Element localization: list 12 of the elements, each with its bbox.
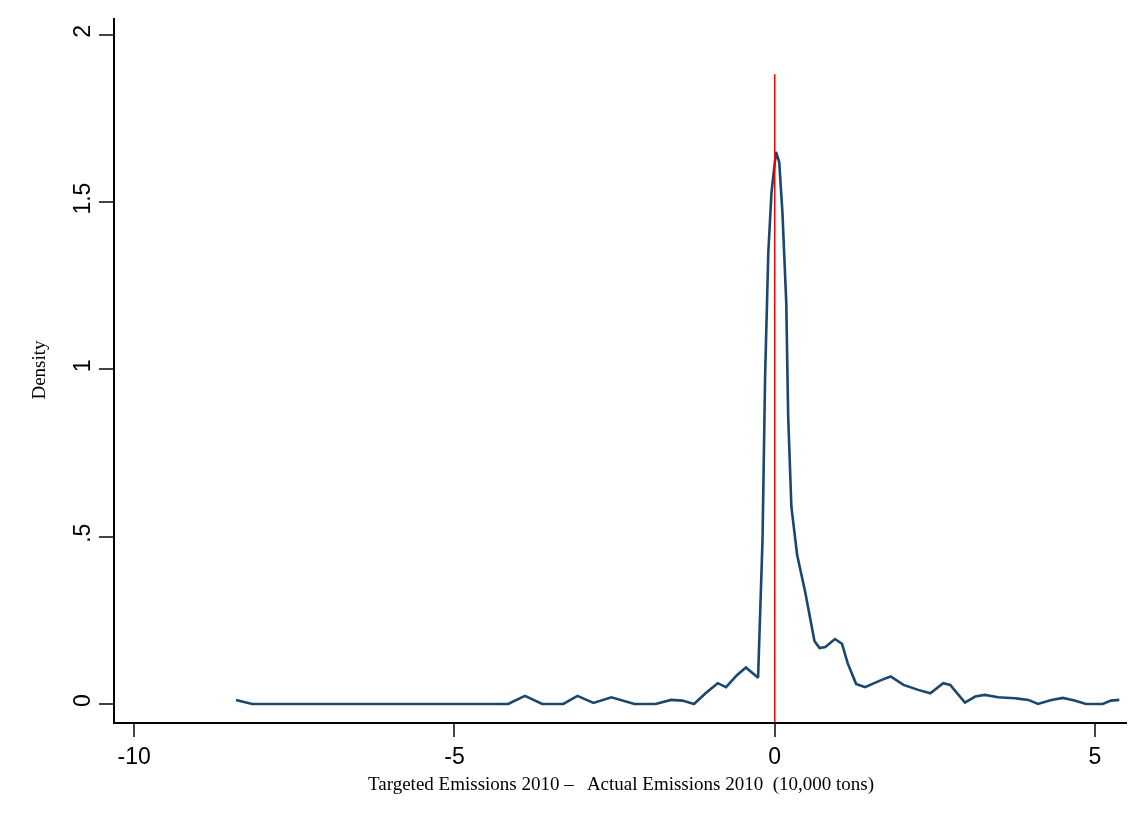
x-axis-title: Targeted Emissions 2010 – Actual Emissions 2010 (10,000 tons) xyxy=(367,772,875,795)
y-axis-title: Density xyxy=(28,339,50,400)
y-tick-label: 2 xyxy=(69,24,96,38)
x-tick-label: 5 xyxy=(1088,743,1102,770)
x-tick-label: -5 xyxy=(444,743,465,770)
y-tick-label: 0 xyxy=(69,694,96,707)
x-tick-label: 0 xyxy=(768,743,782,770)
y-tick-label: 1 xyxy=(69,359,96,373)
line-series xyxy=(234,150,1121,706)
x-tick-label: -10 xyxy=(117,743,151,770)
y-tick-label: .5 xyxy=(69,523,96,543)
y-tick-label: 1.5 xyxy=(69,182,96,215)
